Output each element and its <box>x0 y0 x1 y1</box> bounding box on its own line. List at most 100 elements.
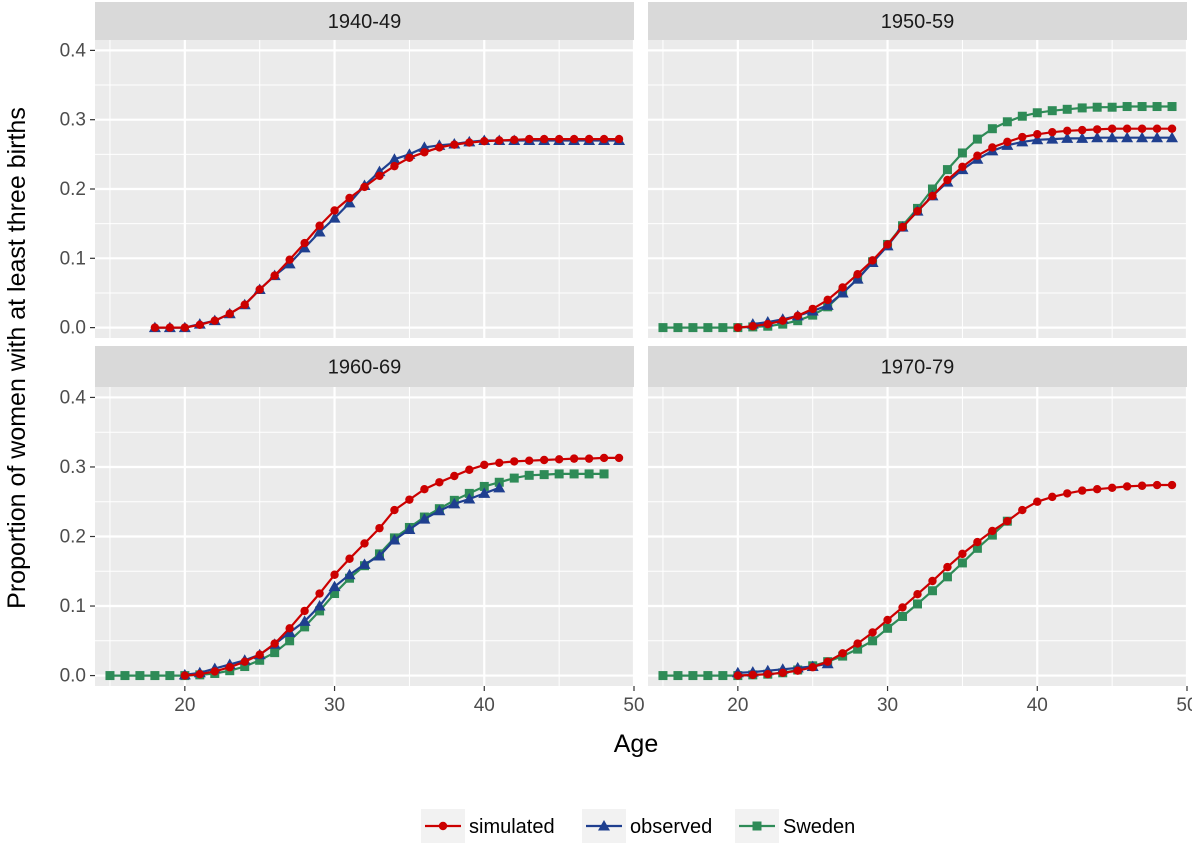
point-sweden <box>673 671 683 681</box>
point-sweden <box>1167 102 1177 112</box>
legend-item-simulated: simulated <box>421 809 555 843</box>
point-observed <box>388 533 401 545</box>
point-simulated <box>375 171 384 181</box>
point-simulated <box>988 526 997 536</box>
x-tick-label: 30 <box>877 695 898 716</box>
legend-item-sweden: Sweden <box>735 809 855 843</box>
point-observed <box>358 558 371 569</box>
legend-marker-square <box>752 821 762 831</box>
panel-1950-59-strip-label: 1950-59 <box>881 11 954 33</box>
point-simulated <box>838 283 847 292</box>
point-simulated <box>1137 481 1147 490</box>
point-sweden <box>1062 104 1072 114</box>
point-sweden <box>150 671 160 681</box>
point-sweden <box>853 644 863 654</box>
point-simulated <box>1107 124 1117 133</box>
point-simulated <box>1167 480 1177 490</box>
panel-1960-69-strip-label: 1960-69 <box>328 357 401 379</box>
panel-1970-79-strip-label: 1970-79 <box>881 357 954 379</box>
point-sweden <box>105 671 115 681</box>
point-sweden <box>479 481 489 491</box>
point-observed <box>418 141 431 152</box>
point-sweden <box>120 671 130 681</box>
legend-marker-triangle <box>598 820 610 831</box>
y-tick-label: 0.2 <box>60 527 86 548</box>
point-simulated <box>255 650 264 659</box>
point-sweden <box>718 671 728 681</box>
point-simulated <box>988 143 997 152</box>
point-observed <box>836 286 849 298</box>
point-simulated <box>1092 125 1102 134</box>
point-simulated <box>495 136 504 145</box>
point-sweden <box>942 165 952 175</box>
point-simulated <box>748 322 758 331</box>
point-sweden <box>539 470 549 480</box>
panel-1940-49-series-simulated <box>150 134 624 332</box>
point-sweden <box>793 316 803 326</box>
point-simulated <box>853 639 862 648</box>
series-line-observed <box>184 486 500 676</box>
point-simulated <box>599 134 609 144</box>
point-simulated <box>778 668 787 677</box>
point-sweden <box>524 470 534 480</box>
x-tick-label: 50 <box>623 695 644 716</box>
point-simulated <box>165 323 175 332</box>
point-sweden <box>569 469 579 479</box>
point-simulated <box>480 136 489 146</box>
point-sweden <box>330 589 340 599</box>
point-simulated <box>584 134 594 144</box>
point-simulated <box>405 495 414 504</box>
point-observed <box>328 212 341 223</box>
point-simulated <box>793 666 802 675</box>
panel-1960-69-strip <box>95 346 634 387</box>
legend-label: Sweden <box>783 816 855 838</box>
point-simulated <box>524 134 534 144</box>
point-observed <box>1136 131 1149 143</box>
point-simulated <box>420 485 429 494</box>
point-observed <box>463 492 476 504</box>
panel-1940-49-strip-label: 1940-49 <box>328 11 401 33</box>
point-sweden <box>972 134 982 144</box>
point-sweden <box>1107 102 1117 112</box>
x-tick-label: 40 <box>474 695 495 716</box>
y-tick-label: 0.1 <box>60 596 86 617</box>
point-sweden <box>1137 102 1147 112</box>
x-axis-title: Age <box>614 730 658 758</box>
point-sweden <box>987 124 997 134</box>
point-sweden <box>165 671 175 681</box>
point-observed <box>388 153 401 164</box>
legend-marker-circle <box>438 821 448 831</box>
point-simulated <box>1048 492 1057 502</box>
panel-1960-69-series-simulated <box>180 453 624 680</box>
point-simulated <box>614 453 624 463</box>
point-simulated <box>898 222 907 232</box>
point-sweden <box>703 323 713 333</box>
point-observed <box>478 487 491 498</box>
point-simulated <box>345 554 354 563</box>
y-tick-label: 0.4 <box>60 40 87 61</box>
point-simulated <box>1107 483 1117 493</box>
point-simulated <box>1063 489 1072 498</box>
point-simulated <box>1077 486 1087 495</box>
point-simulated <box>315 221 324 230</box>
legend-item-observed: observed <box>582 809 712 843</box>
x-tick-label: 20 <box>174 695 195 716</box>
point-simulated <box>420 148 429 157</box>
panel-1950-59-strip <box>648 2 1187 40</box>
point-simulated <box>465 138 474 147</box>
point-simulated <box>823 657 832 666</box>
point-observed <box>328 580 341 592</box>
point-sweden <box>300 622 310 632</box>
point-simulated <box>480 460 489 470</box>
point-sweden <box>1122 102 1132 112</box>
point-sweden <box>584 469 594 479</box>
point-simulated <box>360 182 369 192</box>
y-tick-label: 0.3 <box>60 457 86 478</box>
point-observed <box>1106 131 1119 143</box>
point-simulated <box>1018 505 1027 515</box>
point-simulated <box>808 663 817 672</box>
point-sweden <box>703 671 713 681</box>
panel-1940-49-strip <box>95 2 634 40</box>
point-sweden <box>658 671 668 681</box>
